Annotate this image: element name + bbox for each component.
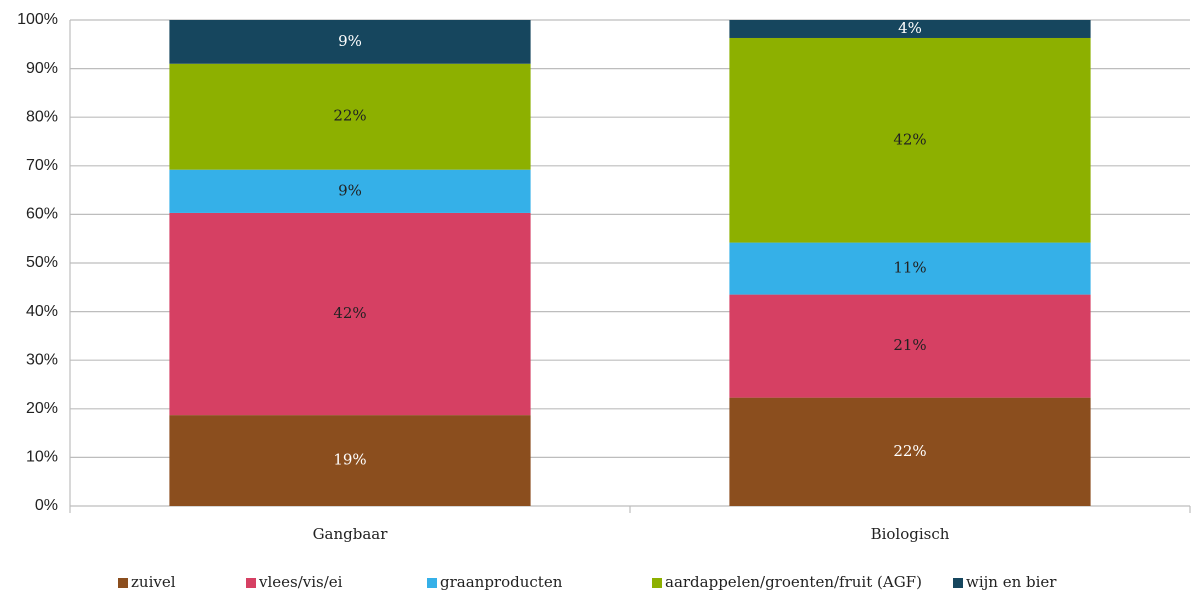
legend-swatch <box>427 578 437 588</box>
y-tick-label: 10% <box>26 449 58 466</box>
data-label: 42% <box>893 130 926 148</box>
data-label: 9% <box>338 32 362 50</box>
y-tick-label: 20% <box>26 400 58 417</box>
y-tick-label: 70% <box>26 157 58 174</box>
y-tick-label: 0% <box>35 497 58 514</box>
y-tick-label: 90% <box>26 60 58 77</box>
y-tick-label: 40% <box>26 303 58 320</box>
legend-label: zuivel <box>131 573 176 591</box>
y-tick-label: 50% <box>26 254 58 271</box>
data-label: 11% <box>893 259 926 277</box>
x-tick-label: Gangbaar <box>313 525 389 543</box>
bar-segment <box>169 212 531 416</box>
legend-swatch <box>246 578 256 588</box>
x-tick-label: Biologisch <box>871 525 950 543</box>
bar-segment <box>729 294 1091 398</box>
legend-label: graanproducten <box>440 573 563 591</box>
data-label: 22% <box>333 107 366 125</box>
bar-segment <box>169 415 531 506</box>
data-label: 9% <box>338 181 362 199</box>
legend-label: wijn en bier <box>966 573 1057 591</box>
legend-swatch <box>953 578 963 588</box>
bar-segment <box>729 242 1091 295</box>
bar-segment <box>169 169 531 213</box>
legend-swatch <box>118 578 128 588</box>
bar-segment <box>169 20 531 64</box>
bar-segment <box>729 20 1091 38</box>
data-label: 42% <box>333 304 366 322</box>
data-label: 4% <box>898 19 922 37</box>
data-label: 19% <box>333 451 366 469</box>
legend-label: aardappelen/groenten/fruit (AGF) <box>665 573 922 591</box>
bar-segment <box>729 397 1091 506</box>
y-tick-label: 30% <box>26 351 58 368</box>
bar-segment <box>729 37 1091 243</box>
y-tick-label: 60% <box>26 206 58 223</box>
y-tick-label: 100% <box>17 11 58 28</box>
data-label: 22% <box>893 442 926 460</box>
y-tick-label: 80% <box>26 108 58 125</box>
bar-segment <box>169 63 531 170</box>
data-label: 21% <box>893 336 926 354</box>
legend-swatch <box>652 578 662 588</box>
legend-label: vlees/vis/ei <box>258 573 343 591</box>
